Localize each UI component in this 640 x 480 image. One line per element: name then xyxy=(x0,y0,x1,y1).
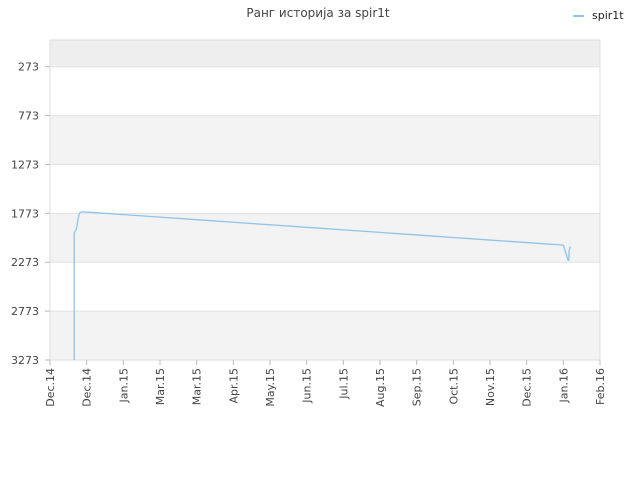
plot-band xyxy=(50,164,600,214)
plot-band xyxy=(50,40,600,67)
plot-bands xyxy=(50,40,600,360)
series-line-spir1t xyxy=(73,211,571,360)
plot-band xyxy=(50,262,600,312)
series-layer xyxy=(73,211,571,360)
y-tick-label: 3273 xyxy=(11,354,39,367)
x-tick-label: Feb.16 xyxy=(594,368,607,405)
y-tick-label: 273 xyxy=(18,61,39,74)
x-tick-label: Mar.15 xyxy=(154,368,167,405)
plot-band xyxy=(50,115,600,165)
plot-band xyxy=(50,66,600,116)
x-tick-label: Jun.15 xyxy=(301,368,314,404)
x-tick-label: Aug.15 xyxy=(374,368,387,407)
x-tick-label: Nov.15 xyxy=(484,368,497,406)
plot-band xyxy=(50,311,600,360)
y-tick-label: 2273 xyxy=(11,256,39,269)
legend-label-spir1t: spir1t xyxy=(592,9,624,22)
x-tick-label: Oct.15 xyxy=(447,368,460,405)
x-tick-label: Dec.15 xyxy=(521,368,534,407)
chart-title: Ранг историја за spir1t xyxy=(246,6,390,20)
x-tick-label: Sep.15 xyxy=(411,368,424,406)
x-axis-ticks: Dec.14 Dec.14 Jan.15 Mar.15 Mar.15 Apr.15 May.… xyxy=(44,360,607,407)
x-tick-label: Apr.15 xyxy=(227,368,240,404)
plot-band xyxy=(50,213,600,263)
y-axis-ticks: 273 773 1273 1773 2273 2773 3273 xyxy=(11,61,50,367)
legend[interactable]: spir1t xyxy=(573,9,624,22)
x-tick-label: Jul.15 xyxy=(337,368,350,400)
plot-border xyxy=(49,39,601,361)
x-tick-label: Jan.15 xyxy=(117,368,130,403)
y-tick-label: 2773 xyxy=(11,305,39,318)
y-tick-label: 773 xyxy=(18,110,39,123)
x-tick-label: Dec.14 xyxy=(44,368,57,407)
x-tick-label: Mar.15 xyxy=(191,368,204,405)
y-tick-label: 1773 xyxy=(11,207,39,220)
y-tick-label: 1273 xyxy=(11,158,39,171)
x-tick-label: Jan.16 xyxy=(557,368,570,403)
x-tick-label: May.15 xyxy=(264,368,277,407)
x-tick-label: Dec.14 xyxy=(81,368,94,407)
